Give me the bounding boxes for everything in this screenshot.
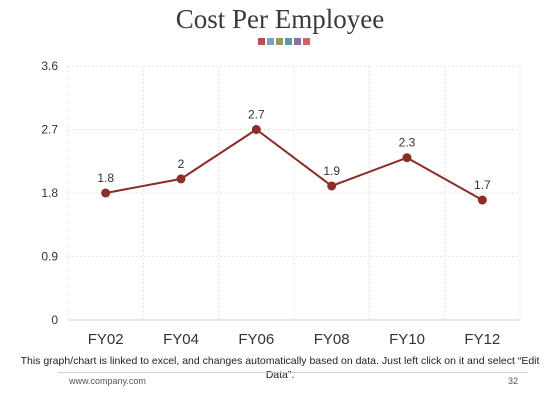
data-point <box>101 188 111 198</box>
data-labels: 1.8 2 2.7 1.9 2.3 1.7 <box>97 108 491 193</box>
decoration-square <box>267 38 274 45</box>
data-point <box>176 174 186 184</box>
slide-title: Cost Per Employee <box>175 4 385 34</box>
x-tick-label: FY04 <box>163 331 199 348</box>
y-tick-label: 1.8 <box>41 186 58 200</box>
decoration-square <box>276 38 283 45</box>
x-tick-label: FY10 <box>389 331 425 348</box>
data-label: 1.7 <box>474 178 491 192</box>
data-label: 2 <box>178 157 185 171</box>
y-tick-label: 3.6 <box>41 59 58 73</box>
decoration-square <box>294 38 301 45</box>
data-point <box>327 181 337 191</box>
decoration-square <box>285 38 292 45</box>
footer-divider <box>58 372 528 373</box>
x-tick-label: FY12 <box>464 331 500 348</box>
page-number: 32 <box>507 376 518 386</box>
line-chart: 0 0.9 1.8 2.7 3.6 FY02 FY04 FY06 FY08 FY10 FY12 1… <box>41 59 521 348</box>
series-line-layer <box>105 128 483 201</box>
y-axis-ticks: 0 0.9 1.8 2.7 3.6 <box>41 59 58 327</box>
grid-lines <box>67 65 521 321</box>
y-tick-label: 2.7 <box>41 123 58 137</box>
series-line <box>105 128 483 201</box>
x-tick-label: FY06 <box>238 331 274 348</box>
data-points <box>101 125 487 205</box>
x-tick-label: FY08 <box>314 331 350 348</box>
title-decoration <box>258 38 310 45</box>
data-label: 1.8 <box>97 171 114 185</box>
data-point <box>251 125 261 134</box>
data-label: 2.3 <box>399 136 416 150</box>
website-link[interactable]: www.company.com <box>69 376 146 386</box>
data-point <box>402 153 412 163</box>
data-label: 2.7 <box>248 108 265 122</box>
x-tick-label: FY02 <box>88 331 124 348</box>
x-axis-ticks: FY02 FY04 FY06 FY08 FY10 FY12 <box>88 331 501 348</box>
decoration-square <box>258 38 265 45</box>
data-point <box>477 195 487 205</box>
decoration-square <box>303 38 310 45</box>
y-tick-label: 0.9 <box>41 250 58 264</box>
y-tick-label: 0 <box>51 313 58 327</box>
data-label: 1.9 <box>323 164 340 178</box>
